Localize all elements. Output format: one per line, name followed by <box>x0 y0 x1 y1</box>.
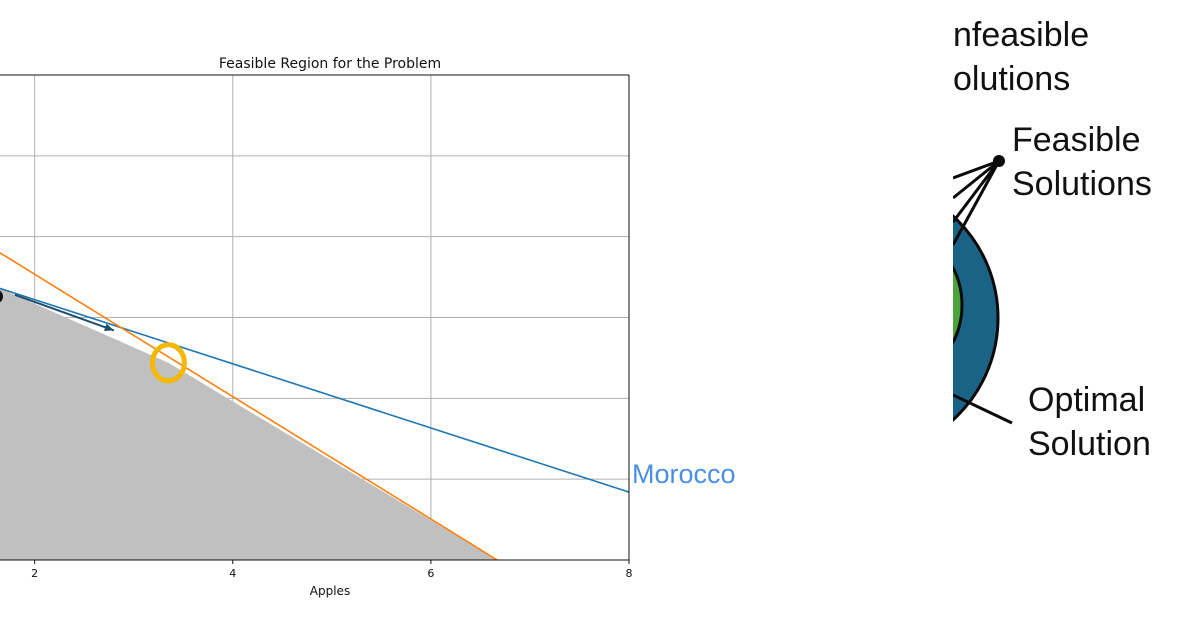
x-axis-label: Apples <box>310 584 350 598</box>
optimal-region-shape <box>953 264 964 346</box>
feasible-region-shape <box>953 214 1000 422</box>
x-tick-label: 2 <box>31 567 38 580</box>
optimal-label-line2: Solution <box>1028 425 1151 463</box>
infeasible-label-line1: nfeasible <box>953 16 1090 54</box>
plot-area <box>0 252 629 560</box>
feasible-pointer-lines <box>953 159 1001 246</box>
x-tick-label: 4 <box>229 567 236 580</box>
optimal-point-marker <box>149 342 187 384</box>
feasible-region <box>0 288 498 560</box>
optimal-label-line1: Optimal <box>1028 381 1146 419</box>
constraint-line-1 <box>0 287 629 493</box>
constraint-line-2 <box>0 252 498 560</box>
direction-arrowhead <box>103 323 114 331</box>
feasible-label-line2: Solutions <box>1012 165 1152 203</box>
x-tick-label: 6 <box>427 567 434 580</box>
feasible-region-chart: Feasible Region for the Problem 2 4 6 8 App… <box>0 56 633 598</box>
morocco-label: Morocco <box>632 459 736 489</box>
optimal-pointer-line <box>953 393 1013 425</box>
direction-arrow <box>14 293 115 332</box>
chart-title: Feasible Region for the Problem <box>219 56 441 72</box>
x-tick-label: 8 <box>626 567 633 580</box>
start-point <box>0 290 3 303</box>
feasible-label-line1: Feasible <box>1012 121 1141 159</box>
plot-content <box>0 252 629 560</box>
axes: 2 4 6 8 <box>0 74 633 580</box>
solution-diagram <box>953 155 1013 425</box>
infeasible-label-line2: olutions <box>953 60 1071 98</box>
feasible-pointer-dot <box>993 155 1005 167</box>
